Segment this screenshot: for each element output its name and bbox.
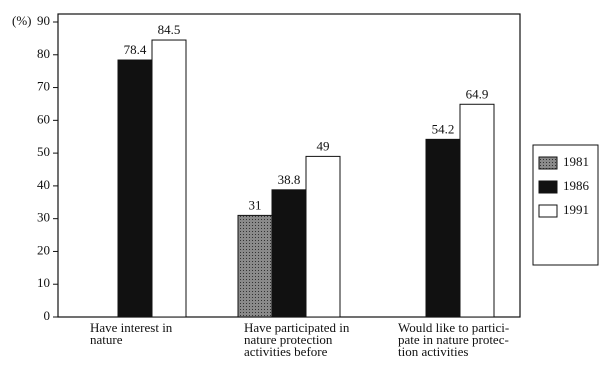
legend-label: 1986 (563, 178, 590, 193)
y-tick-label: 30 (37, 210, 50, 225)
y-tick-label: 70 (37, 79, 50, 94)
bar (459, 103, 495, 318)
y-tick-label: 90 (37, 13, 50, 28)
y-tick-label: 0 (44, 308, 51, 323)
bar (117, 59, 153, 318)
legend-box (532, 144, 599, 266)
y-tick-label: 60 (37, 111, 50, 126)
x-tick-label: activities before (244, 344, 328, 359)
bar (151, 39, 187, 318)
legend-swatch (538, 156, 558, 170)
value-label: 64.9 (466, 86, 489, 101)
bar (305, 155, 341, 318)
value-label: 54.2 (432, 121, 455, 136)
legend-label: 1981 (563, 154, 589, 169)
x-tick-label: Have interest in (90, 320, 173, 335)
bar (271, 189, 307, 318)
x-tick-label: Have participated in (244, 320, 350, 335)
bar (237, 214, 273, 318)
y-tick-label: 80 (37, 46, 50, 61)
x-tick-label: pate in nature protec- (398, 332, 509, 347)
y-tick-label: 10 (37, 275, 50, 290)
x-tick-label: Would like to partici- (398, 320, 509, 335)
y-tick-label: 20 (37, 242, 50, 257)
legend-swatch (538, 180, 558, 194)
legend-label: 1991 (563, 202, 589, 217)
value-label: 78.4 (124, 42, 147, 57)
y-axis-label: (%) (12, 13, 32, 28)
bar (425, 138, 461, 318)
x-tick-label: tion activities (398, 344, 468, 359)
value-label: 31 (249, 197, 262, 212)
legend-swatch (538, 204, 558, 218)
y-tick-label: 50 (37, 144, 50, 159)
value-label: 84.5 (158, 22, 181, 37)
x-tick-label: nature protection (244, 332, 333, 347)
value-label: 49 (317, 138, 330, 153)
value-label: 38.8 (278, 172, 301, 187)
x-tick-label: nature (90, 332, 123, 347)
y-tick-label: 40 (37, 177, 50, 192)
